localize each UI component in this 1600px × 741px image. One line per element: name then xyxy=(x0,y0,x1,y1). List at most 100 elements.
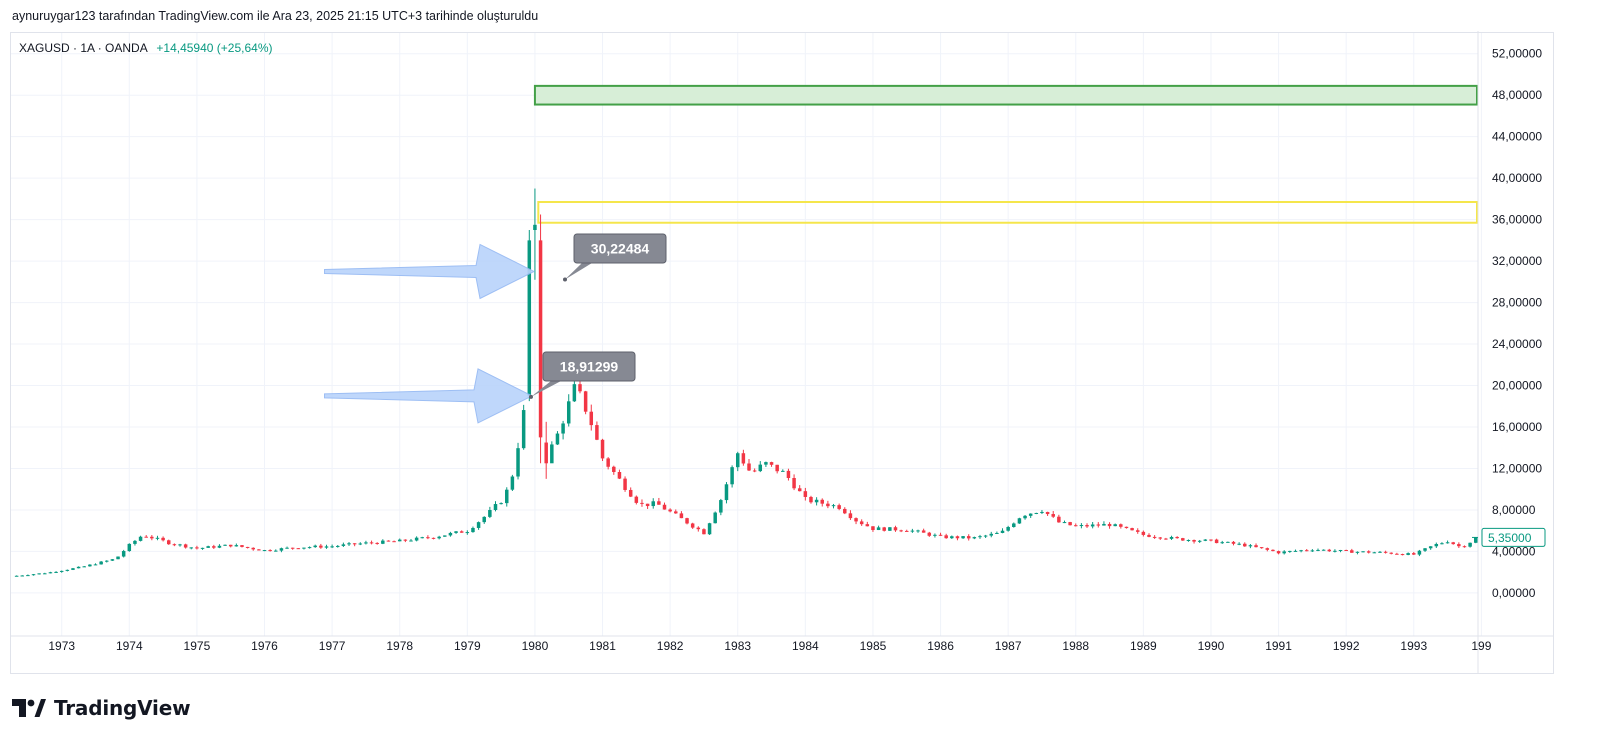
candle-body xyxy=(888,527,892,531)
candle-body xyxy=(155,537,160,539)
candle xyxy=(488,506,492,519)
candle xyxy=(747,459,751,472)
candle-body xyxy=(1068,522,1072,526)
candle xyxy=(223,544,227,546)
candle xyxy=(37,573,41,575)
price-axis[interactable]: 0,00000 4,00000 8,00000 12,00000 16,00000 20,… xyxy=(11,31,1553,674)
candle xyxy=(719,498,723,516)
callout-box xyxy=(542,351,636,382)
candle-body xyxy=(347,543,351,545)
candle xyxy=(375,542,379,545)
candle xyxy=(105,560,109,563)
candle-body xyxy=(488,510,492,517)
candle-body xyxy=(251,547,255,550)
time-tick-label: 1979 xyxy=(454,639,481,653)
candle xyxy=(313,544,317,548)
candle xyxy=(1028,513,1033,518)
candle xyxy=(938,532,943,536)
candle-body xyxy=(1259,547,1264,549)
candle xyxy=(1395,552,1399,555)
candle-body xyxy=(505,489,509,504)
candle xyxy=(217,544,222,549)
candle xyxy=(505,487,509,507)
candle-body xyxy=(454,531,458,533)
candle xyxy=(178,543,182,547)
candle xyxy=(640,499,644,507)
series-legend[interactable]: XAGUSD · 1A · OANDA +14,45940 (+25,64%) xyxy=(19,41,272,55)
candle xyxy=(533,188,537,280)
price-tick-label: 36,00000 xyxy=(1492,213,1542,227)
candle-body xyxy=(1152,536,1157,538)
candle xyxy=(437,535,441,540)
candle xyxy=(589,404,594,431)
candle-body xyxy=(865,524,870,527)
candle-body xyxy=(352,543,357,545)
candle xyxy=(127,543,132,552)
candle-body xyxy=(1310,550,1315,552)
candle xyxy=(1417,549,1422,557)
price-zones[interactable] xyxy=(533,84,1478,224)
price-callouts[interactable]: 30,22484 18,91299 xyxy=(529,233,667,399)
candle xyxy=(76,566,81,569)
candle xyxy=(1209,539,1213,542)
candle-body xyxy=(1096,524,1101,526)
candle xyxy=(1090,522,1095,529)
candle-body xyxy=(1237,543,1241,545)
candle xyxy=(426,535,430,540)
candle xyxy=(476,521,481,530)
candle xyxy=(865,521,870,527)
price-tick-label: 52,00000 xyxy=(1492,47,1542,61)
candle xyxy=(206,545,210,548)
candle xyxy=(662,502,667,510)
candle-body xyxy=(1372,552,1377,554)
candle xyxy=(369,540,374,545)
candle xyxy=(409,538,413,542)
candle xyxy=(347,542,351,546)
candle xyxy=(1012,522,1016,528)
candle xyxy=(820,498,824,507)
annotation-arrows[interactable] xyxy=(324,243,536,424)
candle xyxy=(1333,549,1337,553)
candle-body xyxy=(200,547,205,549)
candle xyxy=(544,421,548,479)
time-tick-label: 1973 xyxy=(48,639,75,653)
time-tick-label: 1978 xyxy=(386,639,413,653)
candle-body xyxy=(628,489,633,497)
price-tick-label: 44,00000 xyxy=(1492,130,1542,144)
candle-body xyxy=(1383,551,1388,553)
candle xyxy=(172,543,177,547)
candle-body xyxy=(555,433,560,445)
candle-body xyxy=(764,462,768,465)
candle-body xyxy=(206,546,210,548)
candle xyxy=(161,536,165,542)
chart-canvas[interactable]: 30,22484 18,91299 0,00000 4,00000 8,00000 12… xyxy=(0,0,1600,690)
candle-body xyxy=(313,545,317,548)
candle xyxy=(279,547,284,553)
candle xyxy=(651,498,655,509)
candle xyxy=(65,569,70,572)
price-tick-label: 12,00000 xyxy=(1492,461,1542,475)
time-axis[interactable]: 1973 1974 1975 1976 1977 1978 1979 1980 1981 1982… xyxy=(48,639,1491,653)
candle-body xyxy=(713,512,717,524)
candle-body xyxy=(1474,537,1478,543)
candle xyxy=(71,567,75,571)
time-tick-label: 1984 xyxy=(792,639,819,653)
candle-body xyxy=(1107,523,1112,527)
candle-body xyxy=(274,550,278,552)
candle xyxy=(1107,522,1112,529)
candle xyxy=(859,519,864,526)
candle xyxy=(358,542,363,546)
candle-body xyxy=(26,575,30,577)
candle xyxy=(837,503,841,511)
candle-body xyxy=(88,564,92,567)
candle-body xyxy=(583,391,588,412)
candle-body xyxy=(121,551,126,557)
candle-body xyxy=(279,548,284,551)
change-label: +14,45940 (+25,64%) xyxy=(156,41,273,55)
symbol-label[interactable]: XAGUSD · 1A · OANDA xyxy=(19,41,148,55)
candle xyxy=(578,381,582,394)
candle xyxy=(1034,512,1039,515)
candle xyxy=(781,469,785,472)
tradingview-logo[interactable]: TradingView xyxy=(12,694,191,722)
candle xyxy=(1152,535,1157,539)
